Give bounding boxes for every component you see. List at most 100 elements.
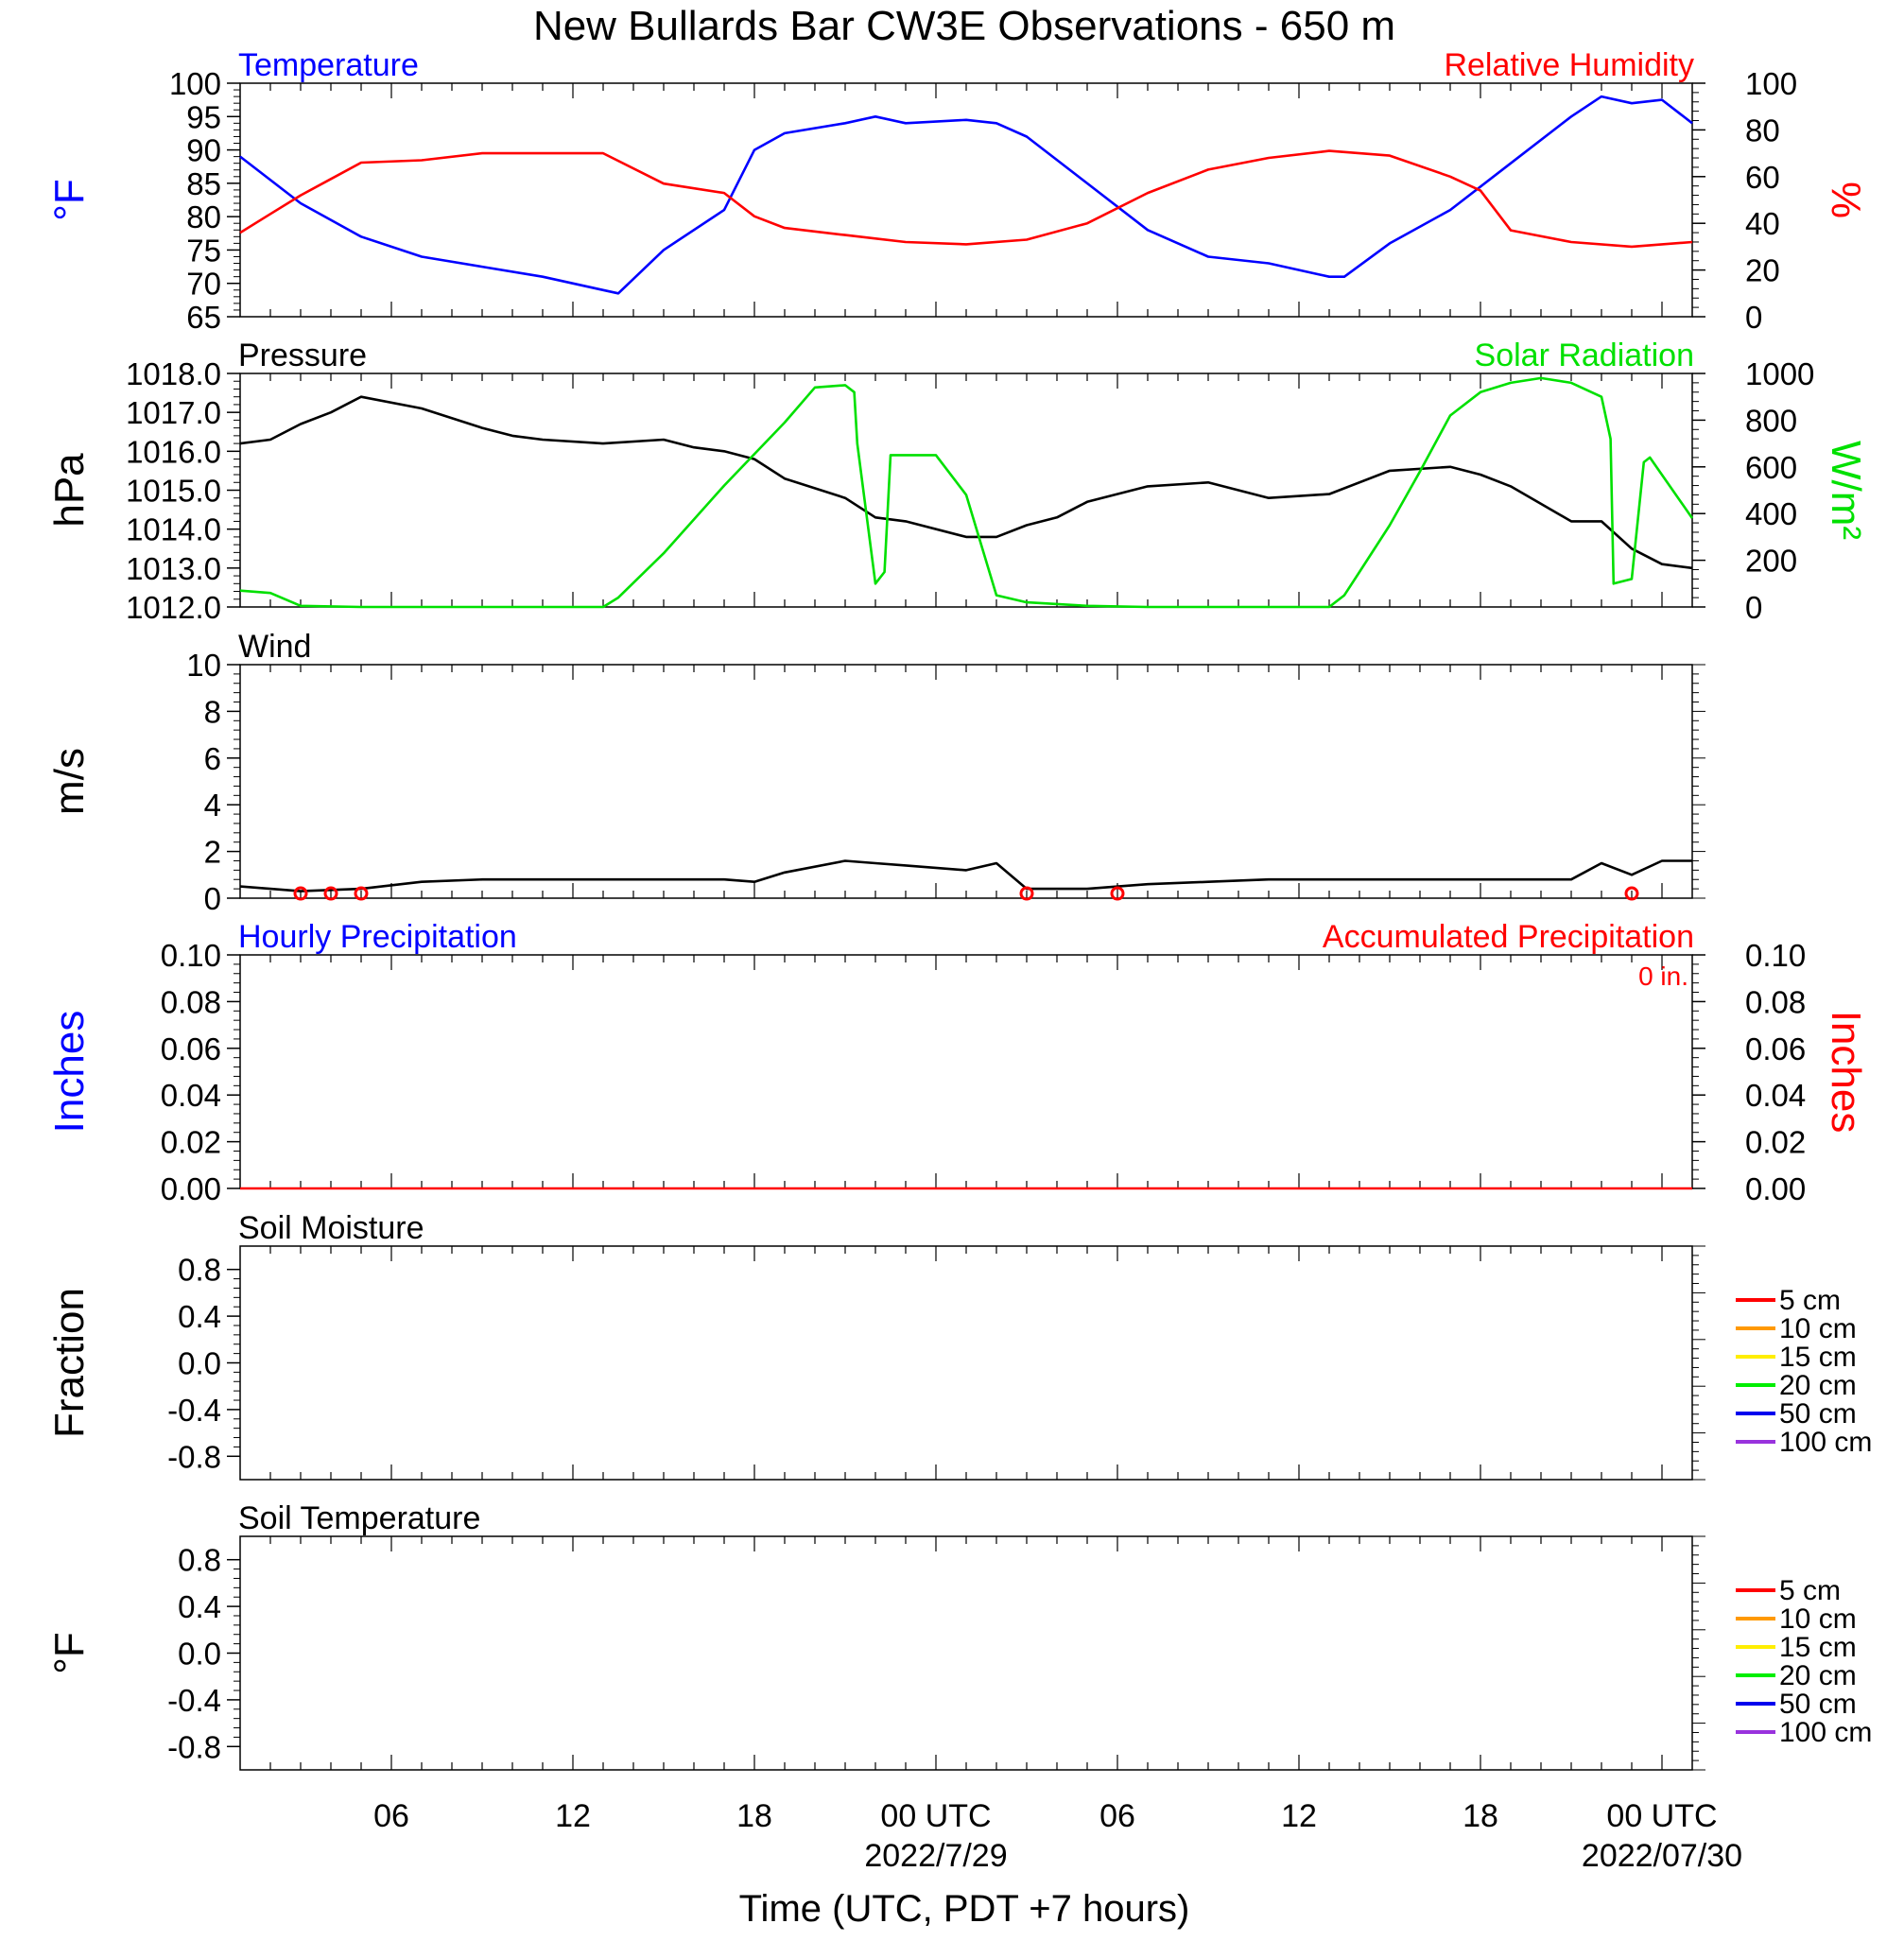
y-tick-label-left: 1018.0: [126, 356, 221, 391]
y-tick-label-right: 20: [1745, 253, 1780, 288]
y-axis-label-right: W/m²: [1823, 441, 1869, 540]
y-axis-label-left: Inches: [46, 1011, 93, 1134]
calm-marker: [1624, 886, 1639, 901]
y-tick-label-left: 1012.0: [126, 590, 221, 625]
panel-title-left: Temperature: [238, 47, 419, 83]
panel-frame: [239, 1245, 1693, 1481]
y-tick-label-left: 0.0: [178, 1346, 221, 1381]
calm-marker: [1110, 886, 1125, 901]
y-axis-label-right: %: [1823, 182, 1869, 218]
y-tick-label-right: 1000: [1745, 356, 1814, 391]
x-tick-label: 00 UTC: [1606, 1798, 1717, 1834]
x-tick-label: 06: [1099, 1798, 1135, 1834]
legend-entry: 50 cm: [1779, 1689, 1857, 1720]
y-tick-label-right: 400: [1745, 496, 1797, 531]
calm-marker: [323, 886, 338, 901]
y-tick-label-right: 600: [1745, 450, 1797, 485]
y-tick-label-left: -0.4: [167, 1683, 221, 1718]
y-tick-label-left: 80: [186, 199, 221, 234]
calm-marker: [1019, 886, 1034, 901]
x-tick-label: 12: [555, 1798, 591, 1834]
series-line-2: [239, 149, 1693, 249]
y-axis-label-left: hPa: [46, 453, 93, 528]
y-tick-label-left: 6: [204, 741, 221, 776]
y-tick-label-left: 0.0: [178, 1637, 221, 1672]
y-tick-label-left: 8: [204, 694, 221, 729]
y-tick-label-right: 0: [1745, 590, 1762, 625]
chart-title: New Bullards Bar CW3E Observations - 650…: [533, 3, 1395, 49]
panel-5: -0.8 -0.4 0.0 0.4 0.8 Soil Moisture Fraction 5 …: [46, 1210, 1872, 1481]
panel-title-left: Wind: [238, 629, 311, 665]
y-axis-label-left: Fraction: [46, 1288, 93, 1438]
panel-frame: [239, 664, 1693, 899]
x-axis-label: Time (UTC, PDT +7 hours): [739, 1888, 1190, 1930]
y-tick-label-left: 0.02: [161, 1125, 221, 1160]
y-tick-label-right: 80: [1745, 113, 1780, 147]
legend-entry: 5 cm: [1779, 1285, 1841, 1316]
y-tick-label-right: 0.02: [1745, 1125, 1806, 1160]
panel-title-right: Accumulated Precipitation: [1323, 919, 1694, 955]
panel-frame: [239, 954, 1693, 1189]
y-tick-label-left: 0.06: [161, 1031, 221, 1066]
panel-3: 0 2 4 6 8 10 Wind m/s: [46, 629, 1705, 916]
x-date-label: 2022/7/29: [864, 1838, 1007, 1874]
panel-frame: [239, 1535, 1693, 1771]
legend-entry: 50 cm: [1779, 1398, 1857, 1430]
y-tick-label-left: 1013.0: [126, 551, 221, 586]
y-tick-label-left: 95: [186, 99, 221, 134]
y-tick-label-right: 0.06: [1745, 1031, 1806, 1066]
panel-title-left: Soil Moisture: [238, 1210, 424, 1246]
y-tick-label-right: 60: [1745, 160, 1780, 195]
y-tick-label-left: 0.4: [178, 1299, 221, 1334]
y-tick-label-left: 0.10: [161, 938, 221, 973]
x-tick-label: 18: [736, 1798, 772, 1834]
y-tick-label-left: 2: [204, 835, 221, 870]
panel-title-right: Relative Humidity: [1444, 47, 1694, 83]
y-tick-label-left: -0.8: [167, 1439, 221, 1474]
y-tick-label-left: 90: [186, 133, 221, 168]
y-tick-label-left: 0.8: [178, 1543, 221, 1578]
panel-frame: [239, 373, 1693, 608]
series-line-1: [239, 95, 1693, 295]
legend-entry: 10 cm: [1779, 1603, 1857, 1635]
y-tick-label-left: 65: [186, 300, 221, 335]
y-tick-label-left: 1016.0: [126, 434, 221, 469]
y-tick-label-right: 200: [1745, 544, 1797, 579]
calm-marker: [293, 886, 308, 901]
y-tick-label-left: -0.4: [167, 1393, 221, 1428]
y-tick-label-left: 100: [169, 66, 221, 101]
y-tick-label-left: 0.00: [161, 1171, 221, 1206]
calm-marker: [354, 886, 369, 901]
x-tick-label: 00 UTC: [880, 1798, 991, 1834]
y-tick-label-right: 0.08: [1745, 984, 1806, 1019]
y-tick-label-left: 1017.0: [126, 395, 221, 430]
y-tick-label-left: 0.04: [161, 1078, 221, 1113]
y-tick-label-left: 0.8: [178, 1253, 221, 1288]
panel-title-left: Hourly Precipitation: [238, 919, 517, 955]
legend-entry: 15 cm: [1779, 1632, 1857, 1663]
y-tick-label-left: 10: [186, 648, 221, 683]
legend-entry: 20 cm: [1779, 1370, 1857, 1401]
y-tick-label-right: 100: [1745, 66, 1797, 101]
y-tick-label-left: 1014.0: [126, 512, 221, 547]
y-tick-label-left: 85: [186, 166, 221, 201]
legend-entry: 15 cm: [1779, 1342, 1857, 1373]
legend-entry: 5 cm: [1779, 1575, 1841, 1606]
panel-4: 0.00 0.02 0.04 0.06 0.08 0.10 0.00 0.02 0.04 0.06…: [46, 919, 1869, 1206]
y-tick-label-right: 0.10: [1745, 938, 1806, 973]
y-axis-label-left: m/s: [46, 748, 93, 815]
panel-1: 65707580859095100020406080100Temperature…: [46, 47, 1869, 335]
y-tick-label-right: 0.04: [1745, 1078, 1806, 1113]
y-tick-label-right: 0: [1745, 300, 1762, 335]
y-tick-label-left: 0.08: [161, 984, 221, 1019]
y-axis-label-right: Inches: [1823, 1011, 1869, 1134]
y-tick-label-left: 0.4: [178, 1589, 221, 1624]
series-line-1: [239, 395, 1693, 570]
legend-entry: 100 cm: [1779, 1427, 1872, 1458]
panel-frame: [239, 82, 1693, 318]
y-tick-label-right: 0.00: [1745, 1171, 1806, 1206]
accumulated-total: 0 in.: [1638, 962, 1688, 991]
